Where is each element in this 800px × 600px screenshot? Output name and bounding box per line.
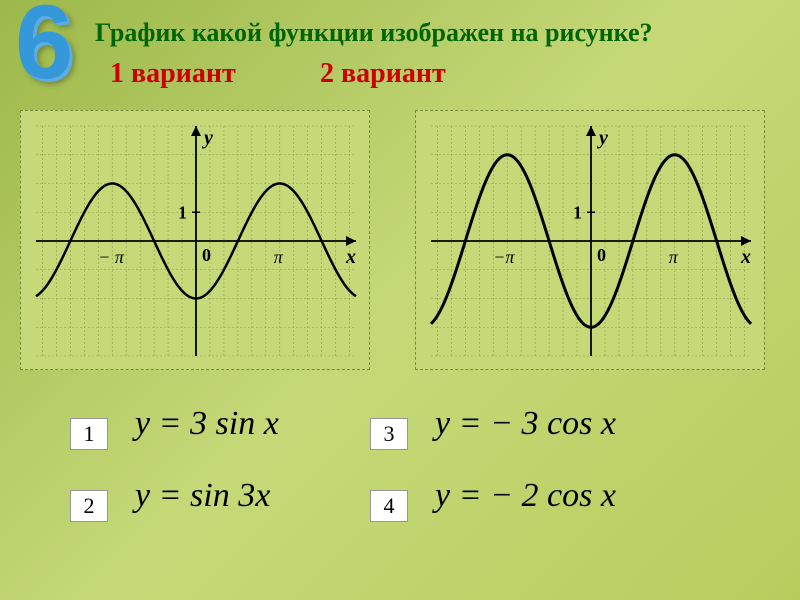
svg-text:x: x <box>345 246 356 268</box>
variant-2-label: 2 вариант <box>320 58 446 90</box>
svg-text:− π: − π <box>98 247 125 267</box>
svg-text:π: π <box>274 247 284 267</box>
graph-2: y x 1 0 −π π <box>415 110 765 370</box>
svg-text:y: y <box>597 127 608 149</box>
answer-option-2[interactable]: 2 <box>70 490 108 522</box>
variant-1-label: 1 вариант <box>110 58 236 90</box>
svg-text:x: x <box>740 246 751 268</box>
answer-option-4[interactable]: 4 <box>370 490 408 522</box>
svg-text:1: 1 <box>178 202 187 222</box>
svg-text:0: 0 <box>597 245 606 265</box>
svg-text:0: 0 <box>202 245 211 265</box>
svg-text:−π: −π <box>493 247 515 267</box>
formula-1: y = 3 sin x <box>135 405 279 443</box>
slide-number: 6 <box>15 0 73 95</box>
question-text: График какой функции изображен на рисунк… <box>95 18 653 48</box>
formula-4: y = − 2 cos x <box>435 477 616 515</box>
answer-option-3[interactable]: 3 <box>370 418 408 450</box>
graph-1: y x 1 0 − π π <box>20 110 370 370</box>
answer-option-1[interactable]: 1 <box>70 418 108 450</box>
svg-text:π: π <box>669 247 679 267</box>
svg-text:y: y <box>202 127 213 149</box>
formula-2: y = sin 3x <box>135 477 270 515</box>
svg-text:1: 1 <box>573 202 582 222</box>
formula-3: y = − 3 cos x <box>435 405 616 443</box>
